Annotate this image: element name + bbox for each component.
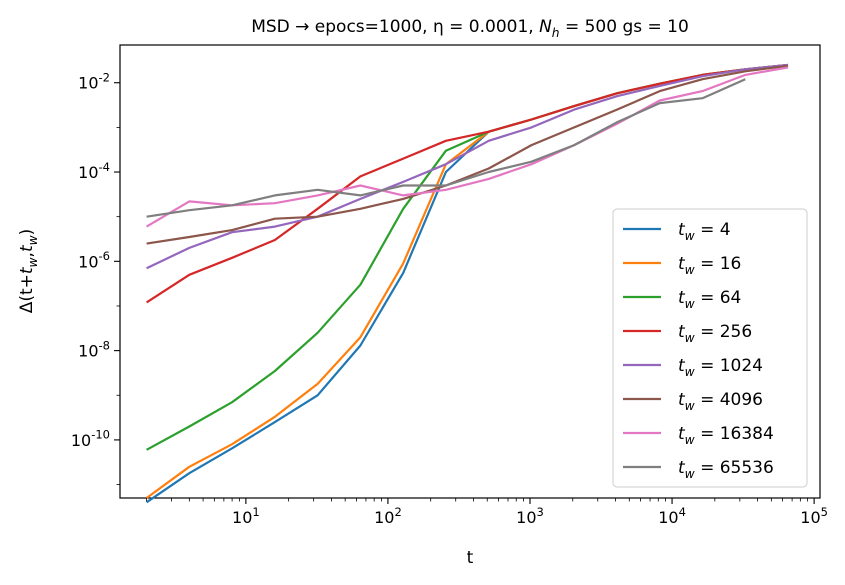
legend-label: tw​ = 16 — [678, 254, 741, 277]
x-tick-label: 105​ — [800, 505, 828, 527]
legend-label: tw​ = 16384 — [678, 424, 774, 447]
y-tick-label: 10-2​ — [78, 71, 110, 93]
y-axis-label: Δ(t+tw​,tw​) — [17, 229, 40, 314]
x-tick-label: 102​ — [374, 505, 402, 527]
legend-label: tw​ = 4096 — [678, 390, 763, 413]
legend-label: tw​ = 4 — [678, 220, 731, 243]
y-tick-label: 10-4​ — [78, 160, 110, 182]
x-tick-label: 101​ — [232, 505, 260, 527]
x-axis-label: t — [467, 548, 474, 568]
legend: tw​ = 4 tw​ = 16 tw​ = 64 tw​ = 256 tw​ = 10… — [612, 208, 808, 488]
legend-label: tw​ = 64 — [678, 288, 741, 311]
series-line-5 — [146, 64, 789, 245]
x-tick-label: 103​ — [516, 505, 544, 527]
y-tick-label: 10-10​ — [71, 428, 110, 450]
legend-box — [612, 208, 808, 488]
x-tick-label: 104​ — [658, 505, 686, 527]
legend-label: tw​ = 1024 — [678, 356, 763, 379]
axis-ticks: 101​ 102​ 103​ 104​ 105​ 10-10​ 10-8​ 10-6​ 10-4… — [71, 71, 828, 527]
series-line-3 — [146, 63, 789, 304]
legend-label: tw​ = 65536 — [678, 458, 774, 481]
y-tick-label: 10-6​ — [78, 249, 110, 271]
legend-label: tw​ = 256 — [678, 322, 752, 345]
chart-title: MSD → epocs=1000, η = 0.0001, Nh​ = 500 … — [251, 17, 689, 40]
series-line-6 — [146, 66, 789, 228]
plot-area — [119, 44, 821, 499]
series-line-4 — [146, 63, 789, 270]
y-tick-label: 10-8​ — [78, 338, 110, 360]
series-line-7 — [146, 78, 746, 218]
series-lines — [145, 63, 789, 504]
